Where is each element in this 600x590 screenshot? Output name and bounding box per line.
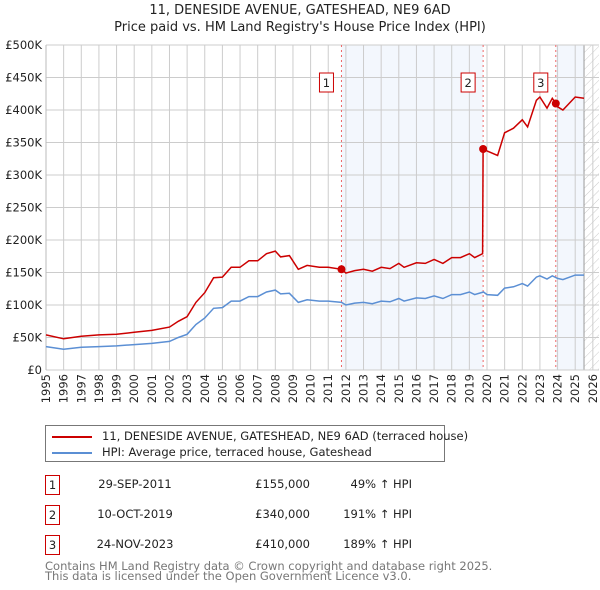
sale-label: 1 xyxy=(323,76,330,90)
legend: 11, DENESIDE AVENUE, GATESHEAD, NE9 6AD … xyxy=(45,425,468,462)
footer-licence: This data is licensed under the Open Gov… xyxy=(45,569,412,583)
sale-label-box xyxy=(318,72,334,93)
transaction-badge: 1 xyxy=(45,475,60,495)
chart-title: 11, DENESIDE AVENUE, GATESHEAD, NE9 6AD xyxy=(149,3,451,18)
x-tick-label: 1999 xyxy=(110,374,124,403)
x-tick-label: 2008 xyxy=(268,374,282,403)
y-tick-label: £500K xyxy=(5,38,42,52)
x-tick-label: 2004 xyxy=(198,374,212,403)
y-tick-label: £250K xyxy=(5,201,42,215)
y-tick-label: £200K xyxy=(5,233,42,247)
y-tick-label: £150K xyxy=(5,266,42,280)
chart-subtitle: Price paid vs. HM Land Registry's House … xyxy=(114,20,486,35)
transaction-date: 29-SEP-2011 xyxy=(98,477,172,491)
x-tick-label: 2022 xyxy=(515,374,529,403)
x-tick-label: 2019 xyxy=(462,374,476,403)
transaction-date: 24-NOV-2023 xyxy=(96,537,174,551)
transaction-hpi: 49% ↑ HPI xyxy=(350,477,412,491)
transaction-row: 3 24-NOV-2023 £410,000 189% ↑ HPI xyxy=(45,535,465,555)
x-tick-label: 2013 xyxy=(357,374,371,403)
x-tick-label: 2026 xyxy=(586,374,600,403)
x-tick-label: 2007 xyxy=(251,374,265,403)
sale-label: 3 xyxy=(537,76,544,90)
sale-label-box xyxy=(533,72,549,93)
x-tick-label: 2003 xyxy=(180,374,194,403)
x-tick-label: 2015 xyxy=(392,374,406,403)
y-tick-label: £350K xyxy=(5,136,42,150)
legend-swatch-blue xyxy=(52,451,92,454)
x-tick-label: 2012 xyxy=(339,374,353,403)
x-tick-label: 2009 xyxy=(286,374,300,403)
transaction-hpi: 191% ↑ HPI xyxy=(343,507,412,521)
x-tick-label: 1997 xyxy=(74,374,88,403)
y-tick-label: £100K xyxy=(5,298,42,312)
x-tick-label: 2020 xyxy=(480,374,494,403)
x-tick-label: 2021 xyxy=(498,374,512,403)
y-tick-label: £0 xyxy=(27,363,42,377)
y-tick-label: £450K xyxy=(5,71,42,85)
x-tick-label: 2006 xyxy=(233,374,247,403)
x-tick-label: 2016 xyxy=(409,374,423,403)
sale-point xyxy=(551,99,560,108)
x-tick-label: 2014 xyxy=(374,374,388,403)
x-tick-label: 2010 xyxy=(304,374,318,403)
transaction-date: 10-OCT-2019 xyxy=(97,507,173,521)
property-price-line xyxy=(45,95,585,340)
hpi-line xyxy=(45,274,584,350)
legend-label: HPI: Average price, terraced house, Gate… xyxy=(102,445,372,459)
transaction-row: 2 10-OCT-2019 £340,000 191% ↑ HPI xyxy=(45,505,465,525)
y-tick-label: £400K xyxy=(5,103,42,117)
transaction-hpi: 189% ↑ HPI xyxy=(343,537,412,551)
sale-label: 2 xyxy=(464,76,471,90)
x-tick-label: 2011 xyxy=(321,374,335,403)
x-tick-label: 1998 xyxy=(92,374,106,403)
y-tick-label: £300K xyxy=(5,168,42,182)
transaction-badge: 2 xyxy=(45,505,60,525)
legend-item-hpi: HPI: Average price, terraced house, Gate… xyxy=(52,445,372,459)
transaction-price: £340,000 xyxy=(255,507,310,521)
sale-point xyxy=(337,265,346,274)
x-tick-label: 1996 xyxy=(57,374,71,403)
x-tick-label: 2024 xyxy=(551,374,565,403)
footer-copyright: Contains HM Land Registry data © Crown c… xyxy=(45,559,493,573)
y-tick-label: £50K xyxy=(13,331,43,345)
sale-point xyxy=(479,145,488,153)
x-tick-label: 2023 xyxy=(533,374,547,403)
legend-label: 11, DENESIDE AVENUE, GATESHEAD, NE9 6AD … xyxy=(102,429,469,443)
x-tick-label: 2025 xyxy=(568,374,582,403)
transaction-price: £155,000 xyxy=(255,477,310,491)
x-tick-label: 2018 xyxy=(445,374,459,403)
x-tick-label: 2005 xyxy=(215,374,229,403)
sale-label-box xyxy=(460,72,476,93)
x-tick-label: 2001 xyxy=(145,374,159,403)
x-tick-label: 1995 xyxy=(39,374,53,403)
transaction-price: £410,000 xyxy=(255,537,310,551)
transaction-badge: 3 xyxy=(45,535,60,555)
legend-swatch-red xyxy=(52,435,92,438)
x-tick-label: 2002 xyxy=(162,374,176,403)
price-chart: 1995 1996 1997 1998 1999 2000 2001 2002 2003 2004… xyxy=(5,38,600,403)
x-tick-label: 2000 xyxy=(127,374,141,403)
legend-item-property: 11, DENESIDE AVENUE, GATESHEAD, NE9 6AD … xyxy=(52,429,468,443)
transaction-row: 1 29-SEP-2011 £155,000 49% ↑ HPI xyxy=(45,475,465,495)
x-tick-label: 2017 xyxy=(427,374,441,403)
